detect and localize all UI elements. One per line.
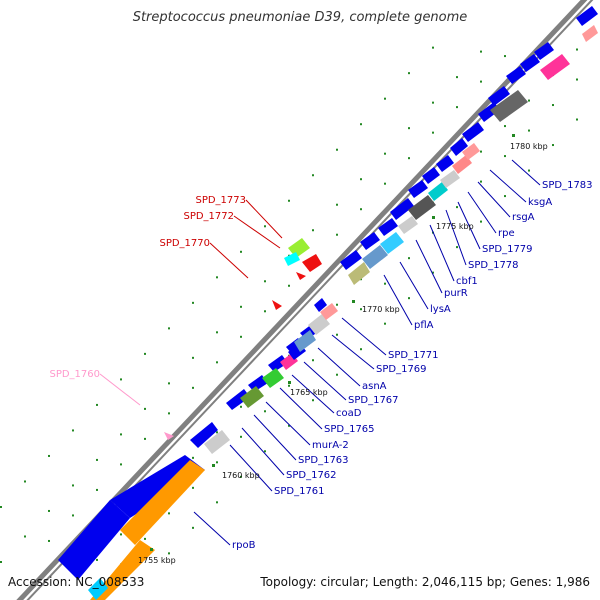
leader-line: [265, 401, 311, 446]
leader-line: [317, 347, 361, 387]
leader-line: [415, 239, 443, 294]
gene-label-rsga: rsgA: [512, 212, 535, 223]
tick-mark: [150, 548, 153, 551]
gene-label-spd_1767: SPD_1767: [348, 395, 399, 406]
tick-mark: [512, 134, 515, 137]
leader-line: [99, 373, 141, 406]
gene-track-inner: [204, 25, 598, 454]
accession-text: Accession: NC_008533: [8, 575, 145, 589]
reverse-strand-genes: [164, 238, 322, 440]
tick-mark: [288, 381, 291, 384]
leader-line: [399, 261, 429, 310]
leader-line: [253, 414, 297, 461]
tick-label: 1770 kbp: [362, 305, 400, 314]
leader-line: [279, 387, 323, 430]
gene-label-spd_1763: SPD_1763: [298, 455, 349, 466]
leader-line: [209, 242, 249, 279]
tick-label: 1760 kbp: [222, 471, 260, 480]
gene-label-spd_1760: SPD_1760: [49, 369, 100, 380]
gene-label-spd_1779: SPD_1779: [482, 244, 533, 255]
rpoB-region: [58, 455, 205, 600]
leader-line: [341, 317, 387, 356]
tick-mark: [432, 216, 435, 219]
gene-label-spd_1762: SPD_1762: [286, 470, 337, 481]
tick-label: 1775 kbp: [436, 222, 474, 231]
leader-line: [229, 444, 273, 492]
gene-label-ksga: ksgA: [528, 197, 552, 208]
gene-label-rpob: rpoB: [232, 540, 256, 551]
leader-line: [291, 374, 335, 414]
gene-label-mura-2: murA-2: [312, 440, 349, 451]
gene-label-spd_1772: SPD_1772: [183, 211, 234, 222]
gene-label-cbf1: cbf1: [456, 276, 478, 287]
leader-line: [489, 169, 527, 203]
gene-label-spd_1770: SPD_1770: [159, 238, 210, 249]
leader-line: [429, 224, 455, 282]
gene-label-lysa: lysA: [430, 304, 451, 315]
leader-line: [511, 159, 541, 186]
leader-line: [477, 181, 511, 218]
leader-line: [245, 199, 283, 239]
gene-label-purr: purR: [444, 288, 468, 299]
gene-label-spd_1769: SPD_1769: [376, 364, 427, 375]
tick-mark: [212, 464, 215, 467]
leader-line: [241, 427, 285, 476]
leader-line: [467, 191, 497, 234]
gene-label-spd_1783: SPD_1783: [542, 180, 593, 191]
gene-label-spd_1773: SPD_1773: [195, 195, 246, 206]
genome-summary-text: Topology: circular; Length: 2,046,115 bp…: [260, 575, 590, 589]
gene-label-spd_1778: SPD_1778: [468, 260, 519, 271]
map-title: Streptococcus pneumoniae D39, complete g…: [132, 10, 468, 25]
gene-label-spd_1761: SPD_1761: [274, 486, 325, 497]
leader-line: [383, 274, 413, 326]
gene-labels: SPD_1783ksgArsgArpeSPD_1779SPD_1778cbf1p…: [49, 180, 592, 551]
gene-label-spd_1765: SPD_1765: [324, 424, 375, 435]
leader-line: [193, 511, 231, 546]
gene-label-rpe: rpe: [498, 228, 515, 239]
leader-line: [457, 201, 481, 250]
gene-track-outer: [190, 6, 598, 448]
tick-label: 1755 kbp: [138, 556, 176, 565]
tick-mark: [352, 300, 355, 303]
gene-label-spd_1771: SPD_1771: [388, 350, 439, 361]
kbp-ticks: 1755 kbp 1760 kbp 1765 kbp 1770 kbp 1775 kbp…: [138, 134, 548, 565]
gene-label-asna: asnA: [362, 381, 387, 392]
gene-label-pfla: pflA: [414, 320, 434, 331]
tick-label: 1765 kbp: [290, 388, 328, 397]
leader-line: [233, 215, 281, 249]
leader-line: [303, 361, 347, 401]
label-leader-lines: [99, 159, 541, 546]
leader-line: [331, 334, 375, 370]
tick-label: 1780 kbp: [510, 142, 548, 151]
gene-label-coad: coaD: [336, 408, 362, 419]
leader-line: [445, 209, 467, 266]
